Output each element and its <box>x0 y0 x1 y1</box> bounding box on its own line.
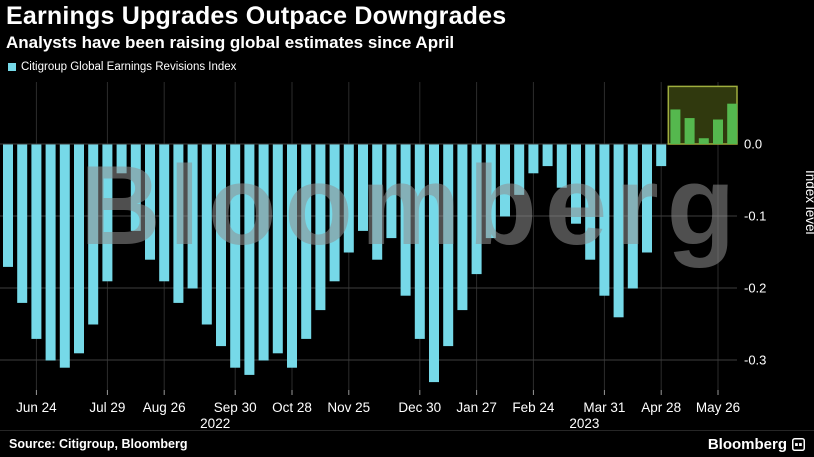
bar <box>400 144 411 296</box>
x-tick-label: Mar 31 <box>583 400 625 415</box>
bar <box>414 144 425 339</box>
bar <box>656 144 667 167</box>
x-tick-label: May 26 <box>696 400 740 415</box>
bar <box>727 103 738 144</box>
x-tick-label: Nov 25 <box>327 400 370 415</box>
bar <box>258 144 269 361</box>
legend-swatch-icon <box>8 63 16 71</box>
bar <box>159 144 170 282</box>
bar <box>45 144 56 361</box>
bar <box>230 144 241 368</box>
bar <box>670 109 681 144</box>
x-tick-label: Jun 24 <box>16 400 57 415</box>
bar <box>571 144 581 224</box>
bar <box>485 144 496 239</box>
bar <box>443 144 454 347</box>
bar <box>145 144 155 260</box>
page-title: Earnings Upgrades Outpace Downgrades <box>6 2 507 30</box>
bar <box>173 144 184 303</box>
bar <box>542 144 553 167</box>
bar <box>315 144 326 311</box>
bar <box>287 144 297 368</box>
page-subtitle: Analysts have been raising global estima… <box>6 33 455 52</box>
bar <box>386 144 397 239</box>
bar <box>88 144 99 325</box>
bar <box>272 144 283 354</box>
x-tick-label: Oct 28 <box>272 400 312 415</box>
bloomberg-terminal-icon <box>792 437 805 451</box>
x-tick-label: Jan 27 <box>456 400 497 415</box>
y-tick-label: -0.3 <box>744 353 766 368</box>
x-tick-label: Jul 29 <box>89 400 125 415</box>
bar <box>102 144 113 282</box>
bar <box>301 144 312 339</box>
bar <box>627 144 638 289</box>
year-label: 2022 <box>200 416 230 430</box>
y-axis-title: Index level <box>803 170 814 235</box>
bar <box>216 144 226 347</box>
year-label: 2023 <box>569 416 599 430</box>
legend-label: Citigroup Global Earnings Revisions Inde… <box>21 61 237 73</box>
bar <box>31 144 42 339</box>
x-tick-label: Sep 30 <box>214 400 257 415</box>
legend: Citigroup Global Earnings Revisions Inde… <box>8 61 236 73</box>
footer: Source: Citigroup, Bloomberg Bloomberg <box>0 430 814 457</box>
bloomberg-logo-text: Bloomberg <box>707 435 787 453</box>
x-tick-label: Aug 26 <box>143 400 186 415</box>
y-tick-label: 0.0 <box>744 137 762 152</box>
bar <box>59 144 70 368</box>
bar <box>187 144 198 289</box>
x-tick-label: Feb 24 <box>512 400 555 415</box>
bar <box>3 144 13 267</box>
bar <box>642 144 652 253</box>
bar <box>429 144 439 383</box>
bar <box>514 144 525 195</box>
source-text: Source: Citigroup, Bloomberg <box>9 437 188 451</box>
bar <box>457 144 468 311</box>
x-tick-label: Dec 30 <box>398 400 441 415</box>
bar <box>358 144 368 231</box>
bar <box>500 144 510 217</box>
bar <box>585 144 596 260</box>
bar <box>201 144 212 325</box>
bar <box>17 144 28 303</box>
bar <box>599 144 610 296</box>
bar <box>698 138 709 144</box>
bar <box>244 144 255 375</box>
bar <box>372 144 383 260</box>
bar <box>471 144 482 275</box>
y-tick-label: -0.1 <box>744 209 766 224</box>
bar <box>130 144 141 231</box>
bar <box>684 118 695 144</box>
bloomberg-logo: Bloomberg <box>708 436 805 453</box>
bar <box>613 144 624 318</box>
x-tick-label: Apr 28 <box>641 400 681 415</box>
bar <box>343 144 354 253</box>
bar <box>74 144 84 354</box>
bar <box>556 144 567 188</box>
bar <box>713 119 723 144</box>
y-tick-label: -0.2 <box>744 281 766 296</box>
bar <box>528 144 539 174</box>
earnings-revisions-bar-chart: 0.0 -0.1 -0.2 -0.3 Jun 24 Jul 29 Aug 26 Sep 30 O… <box>0 82 814 430</box>
bar <box>329 144 340 282</box>
bar <box>116 144 127 174</box>
